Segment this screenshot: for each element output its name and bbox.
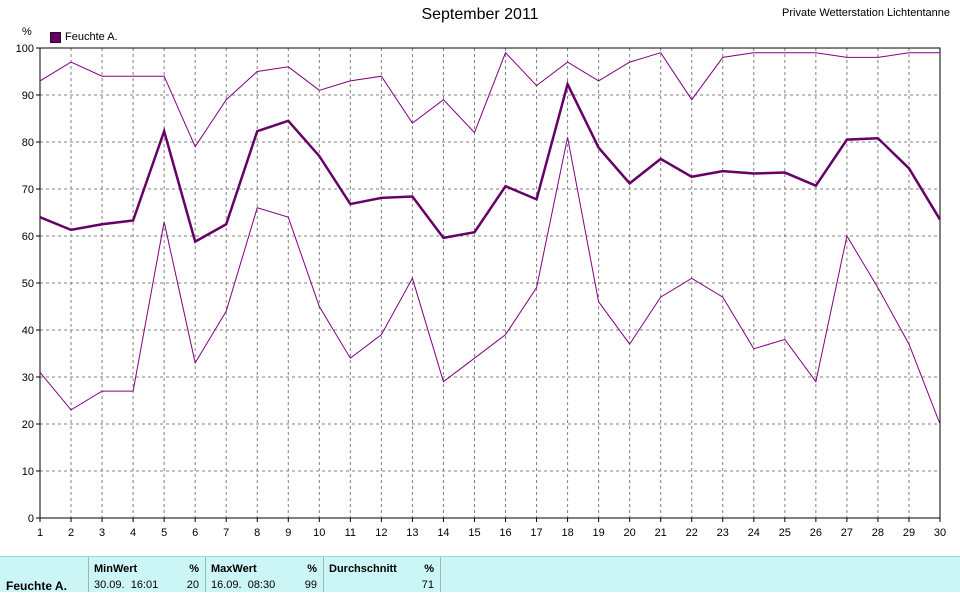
stats-min-value: 20 [186, 579, 199, 591]
legend: Feuchte A. [50, 31, 118, 43]
series-lines [39, 51, 942, 425]
x-tick-label: 29 [903, 527, 915, 539]
stats-max-cell: MaxWert % 16.09. 08:30 99 [205, 557, 324, 592]
y-tick-label: 40 [22, 325, 34, 337]
stats-max-unit: % [307, 563, 317, 575]
x-tick-label: 19 [592, 527, 604, 539]
y-tick-label: 70 [22, 184, 34, 196]
x-tick-label: 1 [37, 527, 43, 539]
stats-min-time: 30.09. 16:01 [94, 579, 159, 591]
station-name: Private Wetterstation Lichtentanne [782, 7, 950, 19]
y-tick-label: 10 [22, 466, 34, 478]
grid [40, 47, 940, 518]
y-axis-unit: % [22, 26, 32, 38]
y-tick-label: 20 [22, 419, 34, 431]
chart-title: September 2011 [421, 6, 539, 23]
x-tick-label: 2 [68, 527, 74, 539]
x-tick-label: 13 [406, 527, 418, 539]
x-tick-label: 17 [530, 527, 542, 539]
plot-frame [39, 47, 941, 519]
stats-avg-unit: % [424, 563, 434, 575]
stats-max-time: 16.09. 08:30 [211, 579, 276, 591]
x-tick-label: 16 [499, 527, 511, 539]
x-tick-label: 7 [223, 527, 229, 539]
stats-avg-header: Durchschnitt [329, 563, 397, 575]
y-tick-label: 90 [22, 90, 34, 102]
x-tick-label: 22 [686, 527, 698, 539]
legend-label: Feuchte A. [65, 31, 118, 43]
statistics-bar: Feuchte A. MinWert % 30.09. 16:01 20 Max… [0, 556, 960, 593]
axes [36, 47, 941, 522]
y-tick-label: 60 [22, 231, 34, 243]
x-tick-label: 26 [810, 527, 822, 539]
series-line-mean [39, 80, 942, 244]
x-tick-label: 18 [561, 527, 573, 539]
x-tick-label: 25 [779, 527, 791, 539]
x-tick-label: 12 [375, 527, 387, 539]
x-tick-label: 10 [313, 527, 325, 539]
stats-max-header: MaxWert [211, 563, 257, 575]
y-tick-label: 80 [22, 137, 34, 149]
y-tick-label: 0 [28, 513, 34, 525]
y-tick-label: 50 [22, 278, 34, 290]
y-tick-label: 100 [16, 43, 34, 55]
legend-swatch [50, 31, 61, 43]
x-tick-label: 15 [468, 527, 480, 539]
stats-min-unit: % [189, 563, 199, 575]
stats-max-value: 99 [304, 579, 317, 591]
y-tick-label: 30 [22, 372, 34, 384]
x-tick-label: 24 [748, 527, 760, 539]
x-tick-label: 21 [655, 527, 667, 539]
x-tick-label: 5 [161, 527, 167, 539]
x-tick-label: 9 [285, 527, 291, 539]
x-tick-label: 3 [99, 527, 105, 539]
x-tick-label: 23 [717, 527, 729, 539]
x-tick-label: 20 [624, 527, 636, 539]
x-tick-label: 14 [437, 527, 449, 539]
x-tick-label: 6 [192, 527, 198, 539]
series-line-min [39, 137, 941, 425]
x-tick-label: 28 [872, 527, 884, 539]
stats-series-cell: Feuchte A. [0, 557, 89, 593]
x-tick-label: 8 [254, 527, 260, 539]
x-tick-label: 11 [345, 527, 356, 539]
stats-series-name: Feuchte A. [6, 579, 67, 593]
stats-avg-cell: Durchschnitt % 71 [323, 557, 441, 592]
series-line-max [39, 51, 940, 148]
x-tick-label: 4 [130, 527, 136, 539]
stats-avg-value: 71 [421, 579, 434, 591]
stats-min-cell: MinWert % 30.09. 16:01 20 [88, 557, 206, 592]
stats-min-header: MinWert [94, 563, 138, 575]
x-tick-label: 30 [934, 527, 946, 539]
x-tick-label: 27 [841, 527, 853, 539]
